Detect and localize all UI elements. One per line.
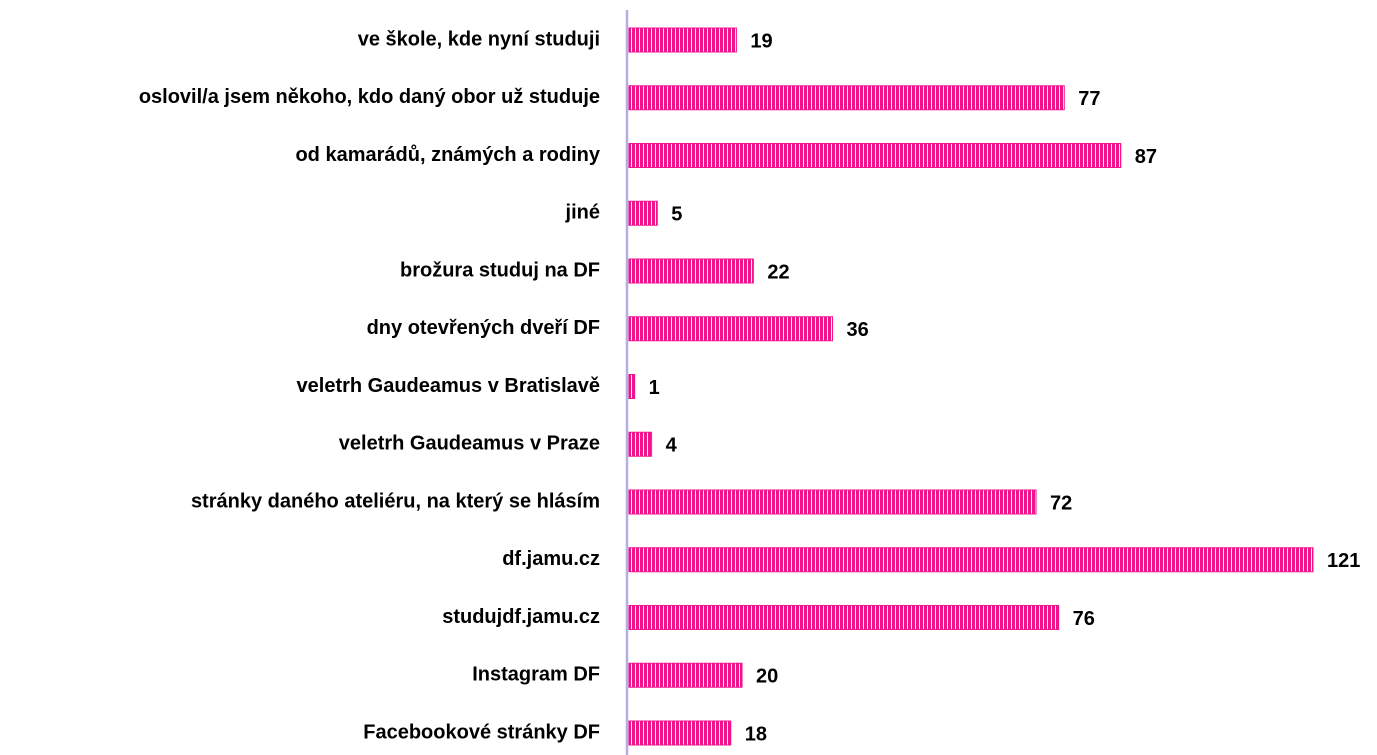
category-label: stránky daného ateliéru, na který se hlá… — [191, 490, 600, 512]
bar — [628, 143, 1122, 168]
value-label: 36 — [847, 319, 869, 341]
value-label: 5 — [671, 204, 682, 226]
value-label: 76 — [1073, 608, 1095, 630]
category-label: brožura studuj na DF — [400, 259, 600, 281]
category-label: Instagram DF — [472, 664, 600, 686]
value-label: 18 — [745, 723, 767, 745]
bar — [628, 316, 834, 342]
value-label: 20 — [756, 666, 778, 688]
value-label: 77 — [1078, 88, 1100, 110]
category-label: studujdf.jamu.cz — [442, 606, 600, 628]
bar — [628, 489, 1037, 515]
value-label: 19 — [750, 30, 772, 52]
category-label: oslovil/a jsem někoho, kdo daný obor už … — [139, 86, 600, 108]
category-label: dny otevřených dveří DF — [367, 317, 600, 339]
bar — [628, 200, 658, 226]
category-label: jiné — [565, 202, 600, 224]
category-label: df.jamu.cz — [502, 548, 600, 570]
value-label: 22 — [767, 261, 789, 283]
category-label: Facebookové stránky DF — [363, 721, 600, 743]
value-label: 72 — [1050, 492, 1072, 514]
category-label: veletrh Gaudeamus v Bratislavě — [297, 375, 600, 397]
value-label: 1 — [649, 377, 660, 399]
category-label: ve škole, kde nyní studuji — [358, 28, 600, 50]
value-label: 87 — [1135, 146, 1157, 168]
category-label: od kamarádů, známých a rodiny — [295, 144, 600, 166]
bar — [628, 27, 737, 53]
bar — [628, 85, 1065, 111]
bar — [628, 605, 1060, 630]
bar — [628, 431, 653, 457]
category-label: veletrh Gaudeamus v Praze — [339, 433, 600, 455]
value-label: 121 — [1327, 550, 1360, 572]
bar — [628, 547, 1314, 573]
bar — [628, 720, 732, 746]
value-label: 4 — [666, 435, 678, 457]
bar — [628, 374, 636, 399]
bar — [628, 258, 754, 284]
bar — [628, 662, 743, 688]
